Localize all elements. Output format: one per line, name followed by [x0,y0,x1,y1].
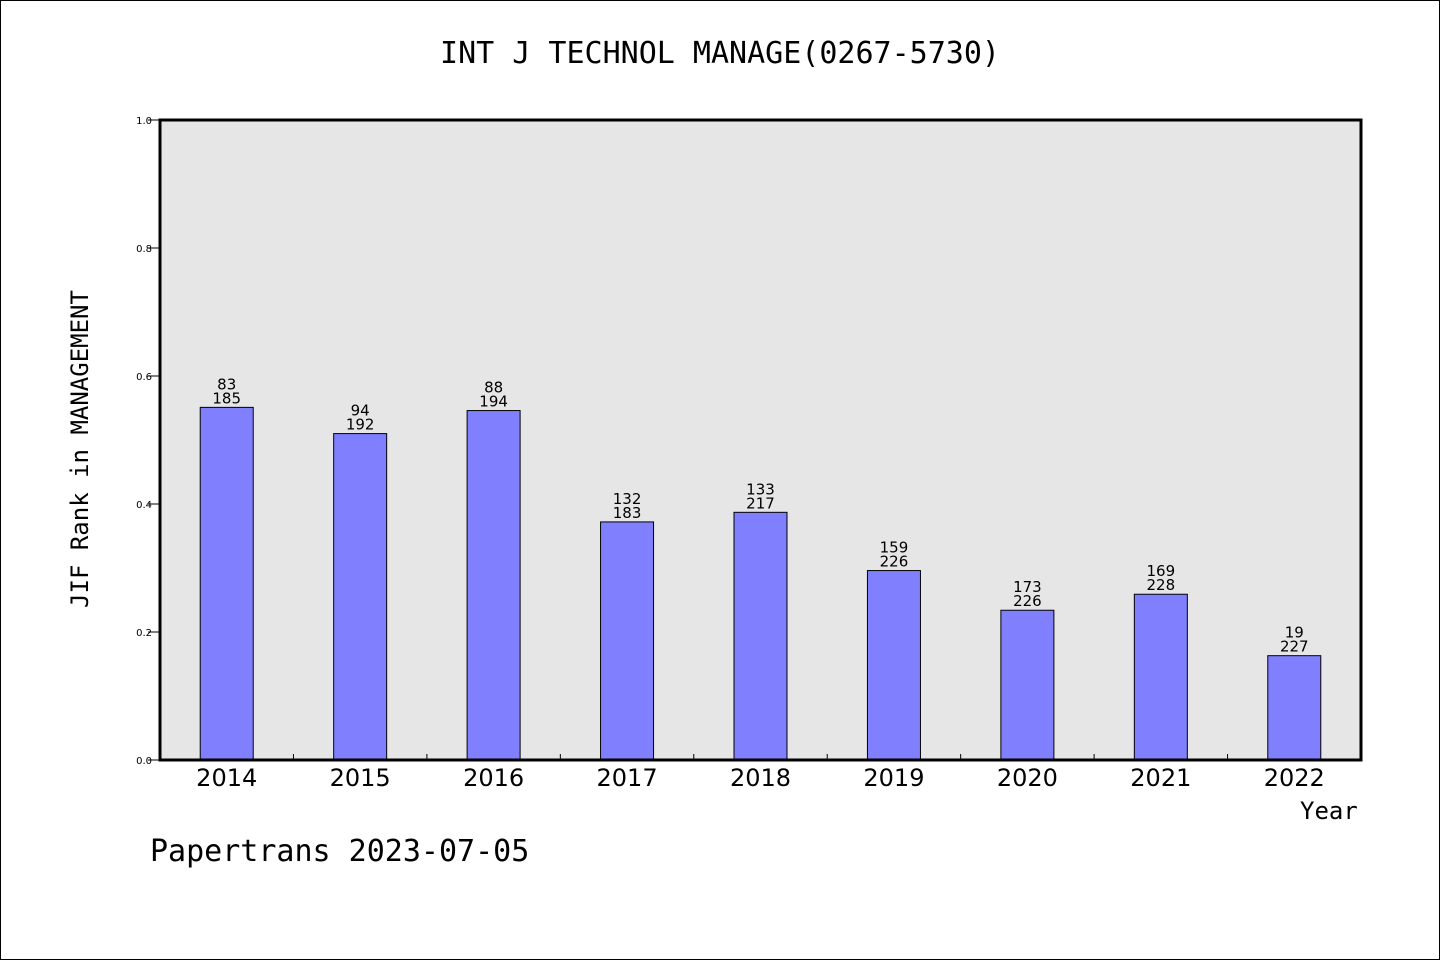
data-label-rank: 88 [484,379,503,397]
x-tick-label: 2015 [330,764,391,792]
y-tick-label: 0.8 [136,244,152,255]
x-tick-label: 2021 [1130,764,1191,792]
data-label-total: 217 [746,494,775,512]
data-label-total: 183 [613,504,642,522]
x-tick-label: 2022 [1264,764,1325,792]
footer-credit: Papertrans 2023-07-05 [150,834,530,869]
data-label-total: 227 [1280,638,1309,656]
plot-border [158,118,1363,762]
chart-title: INT J TECHNOL MANAGE(0267-5730) [440,36,1000,71]
data-label-rank: 83 [217,375,236,393]
bar-2019 [866,570,921,761]
bar-2018 [733,511,788,761]
bar-2020 [1000,609,1055,761]
x-tick-label: 2020 [997,764,1058,792]
x-tick-label: 2017 [597,764,658,792]
x-tick-label: 2016 [463,764,524,792]
data-label-rank: 19 [1285,624,1304,642]
bars-group [199,406,1322,761]
y-tick-label: 1.0 [136,116,152,127]
y-tick-label: 0.6 [136,372,152,383]
x-axis-label: Year [1300,797,1358,825]
data-label-rank: 132 [613,490,642,508]
data-label-total: 194 [479,393,508,411]
bar-2016 [466,410,521,761]
data-label-total: 226 [880,553,909,571]
x-tick-label: 2018 [730,764,791,792]
y-tick-label: 0.4 [136,500,152,511]
bar-2017 [600,521,655,761]
x-tick-label: 2019 [863,764,924,792]
data-label-rank: 94 [351,402,370,420]
bar-2014 [199,406,254,761]
bar-2015 [333,433,388,761]
y-tick-label: 0.0 [136,756,152,767]
data-label-total: 192 [346,416,375,434]
x-tick-label: 2014 [196,764,257,792]
data-label-rank: 173 [1013,578,1042,596]
data-label-rank: 159 [880,539,909,557]
data-label-rank: 133 [746,480,775,498]
data-label-total: 226 [1013,592,1042,610]
data-label-rank: 169 [1147,562,1176,580]
data-label-total: 228 [1147,576,1176,594]
data-label-total: 185 [212,389,241,407]
y-tick-label: 0.2 [136,628,152,639]
bar-2022 [1267,655,1322,761]
bar-2021 [1133,593,1188,761]
